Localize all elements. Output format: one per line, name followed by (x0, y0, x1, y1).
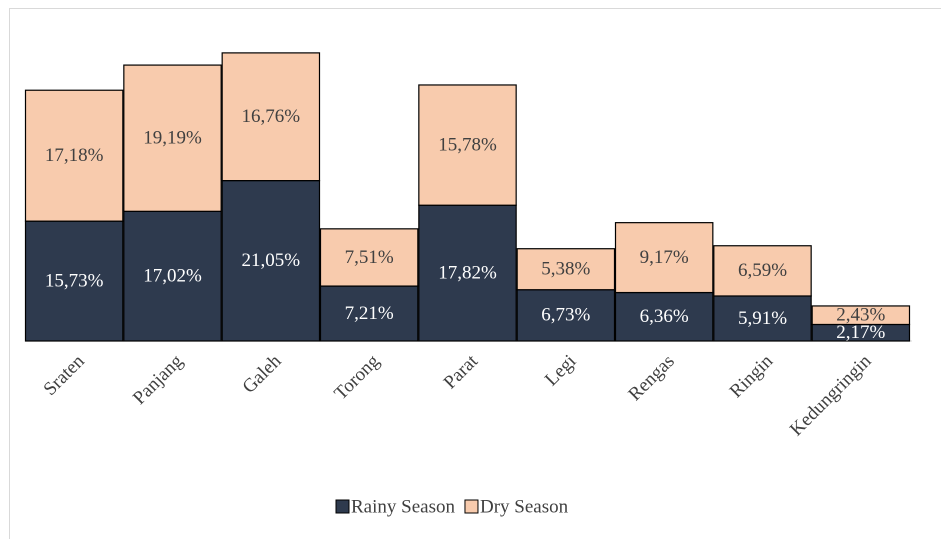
data-label: 15,78% (438, 134, 497, 155)
data-label: 2,17% (836, 322, 885, 343)
x-tick-label: Kedungringin (786, 350, 876, 440)
x-tick-label: Sraten (40, 350, 90, 400)
x-tick-label: Parat (440, 350, 483, 393)
bar-segment (418, 84, 517, 206)
data-label: 2,43% (836, 305, 885, 326)
data-label: 5,38% (541, 259, 590, 280)
bar-segment (418, 204, 517, 342)
data-label: 16,76% (242, 106, 301, 127)
legend-label: Dry Season (480, 496, 569, 517)
data-label: 17,02% (143, 266, 202, 287)
data-label: 15,73% (45, 270, 104, 291)
x-tick-label: Legi (541, 351, 580, 390)
bar-segment (713, 245, 812, 297)
data-label: 19,19% (143, 128, 202, 149)
bar-segment (713, 295, 812, 342)
data-label: 6,73% (541, 305, 590, 326)
legend-label: Rainy Season (351, 496, 455, 517)
bar-segment (221, 52, 321, 182)
data-label: 5,91% (738, 308, 787, 329)
x-tick-label: Panjang (129, 350, 187, 408)
x-tick-label: Rengas (624, 351, 678, 405)
data-label: 21,05% (242, 250, 301, 271)
bar-segment (319, 285, 419, 342)
data-label: 6,59% (738, 260, 787, 281)
bar-segment (123, 210, 222, 342)
x-tick-label: Ringin (726, 350, 778, 402)
bar-segment (319, 228, 419, 287)
bar-segment (24, 220, 124, 342)
bar-segment (123, 64, 222, 212)
legend-swatch (464, 499, 479, 514)
legend-swatch (335, 499, 350, 514)
x-tick-label: Galeh (239, 350, 286, 397)
data-label: 7,51% (345, 247, 394, 268)
data-label: 17,82% (438, 262, 497, 283)
chart-border (9, 8, 941, 539)
data-label: 7,21% (345, 303, 394, 324)
data-label: 17,18% (45, 145, 104, 166)
bar-segment (516, 248, 616, 291)
bar-segment (614, 222, 714, 294)
x-tick-label: Torong (330, 350, 384, 404)
bar-segment (811, 305, 911, 326)
data-label: 9,17% (640, 247, 689, 268)
bar-segment (516, 289, 616, 342)
data-label: 6,36% (640, 306, 689, 327)
bar-segment (24, 89, 124, 222)
